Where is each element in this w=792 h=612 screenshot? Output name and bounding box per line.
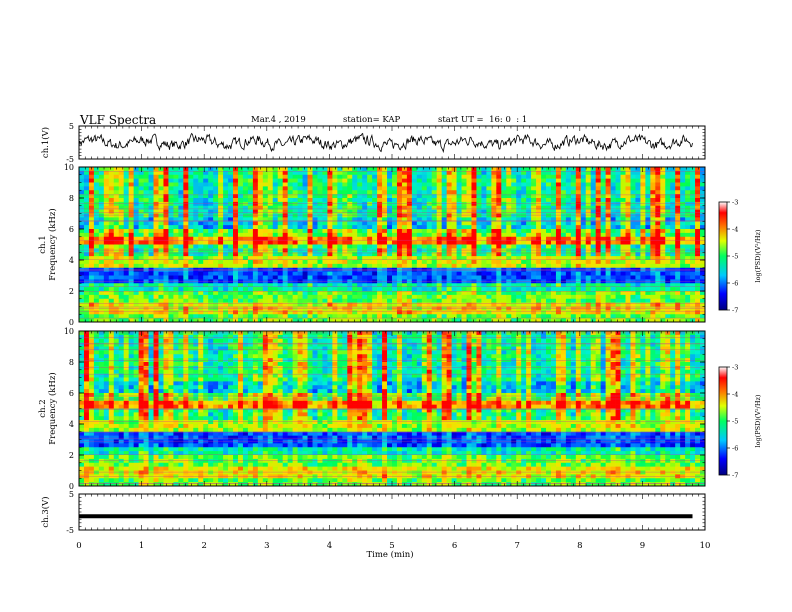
- ch2-colorbar-tick-label--5: -5: [732, 418, 738, 426]
- ch1-waveform-ylabel: ch.1(V): [40, 127, 51, 158]
- ch2-spectrogram-tick-label-0: 0: [69, 482, 74, 491]
- ch1-spectrogram-tick-label-10: 10: [64, 163, 74, 172]
- station-label: station= KAP: [343, 115, 401, 125]
- x-tick-label-0: 0: [76, 541, 81, 551]
- ch1-spectrogram-tick-label-0: 0: [69, 318, 74, 327]
- ch2-spectrogram-tick-label-8: 8: [69, 358, 74, 367]
- ch3-waveform-frame: [78, 493, 706, 531]
- ch1-spectrogram-tick-label-4: 4: [69, 256, 74, 265]
- start-time-label: start UT = 16: 0 : 1: [438, 115, 528, 125]
- ch1-colorbar-tick-label--5: -5: [732, 253, 738, 261]
- ch2-colorbar-tick-label--4: -4: [732, 391, 738, 399]
- ch2-spectrogram-tick-label-10: 10: [64, 327, 74, 336]
- x-tick-label-6: 6: [452, 541, 457, 551]
- x-tick-label-8: 8: [577, 541, 582, 551]
- ch1-spectrogram-ylabel: ch.1Frequency (kHz): [38, 208, 58, 280]
- x-tick-label-4: 4: [327, 541, 332, 551]
- figure-title: VLF Spectra: [80, 113, 157, 127]
- ch1-colorbar: [718, 201, 728, 311]
- ch1-waveform-tick-label--5: -5: [66, 155, 74, 164]
- ch1-spectrogram-tick-label-8: 8: [69, 194, 74, 203]
- ch1-spectrogram-harmonic-lines: [79, 171, 705, 319]
- ch1-waveform-line: [78, 132, 693, 154]
- ch1-colorbar-label: log(PSD)(V²/Hz): [754, 229, 762, 282]
- ch2-colorbar: [718, 366, 728, 476]
- x-tick-label-5: 5: [389, 541, 394, 551]
- ch1-colorbar-tick-label--4: -4: [732, 226, 738, 234]
- ch1-waveform-tick-label-5: 5: [69, 122, 74, 131]
- ch2-spectrogram-tick-label-2: 2: [69, 451, 74, 460]
- ch2-colorbar-tick-label--6: -6: [732, 445, 738, 453]
- ch1-spectrogram-tick-label-2: 2: [69, 287, 74, 296]
- ch2-spectrogram-tick-label-4: 4: [69, 420, 74, 429]
- ch1-spectrogram-cells: [79, 167, 706, 323]
- ch2-colorbar-tick-label--3: -3: [732, 364, 738, 372]
- ch3-waveform-tick-label--5: -5: [66, 526, 74, 535]
- x-tick-label-10: 10: [700, 541, 711, 551]
- ch1-spectrogram-tick-label-6: 6: [69, 225, 74, 234]
- ch1-colorbar-tick-label--7: -7: [732, 307, 738, 315]
- ch2-spectrogram-ylabel: ch.2Frequency (kHz): [38, 372, 58, 444]
- x-tick-label-7: 7: [514, 541, 519, 551]
- ch1-colorbar-tick-label--3: -3: [732, 199, 738, 207]
- ch2-colorbar-label: log(PSD)(V²/Hz): [754, 394, 762, 447]
- ch1-colorbar-tick-label--6: -6: [732, 280, 738, 288]
- x-tick-label-2: 2: [201, 541, 206, 551]
- x-axis-label: Time (min): [366, 549, 413, 560]
- date-label: Mar.4 , 2019: [251, 115, 306, 125]
- x-tick-label-9: 9: [640, 541, 645, 551]
- x-tick-label-1: 1: [139, 541, 144, 551]
- ch2-spectrogram-tick-label-6: 6: [69, 389, 74, 398]
- ch2-colorbar-tick-label--7: -7: [732, 472, 738, 480]
- ch3-waveform-ylabel: ch.3(V): [40, 496, 51, 527]
- x-tick-label-3: 3: [264, 541, 269, 551]
- ch3-waveform-tick-label-5: 5: [69, 490, 74, 499]
- ch2-spectrogram-cells: [79, 331, 706, 487]
